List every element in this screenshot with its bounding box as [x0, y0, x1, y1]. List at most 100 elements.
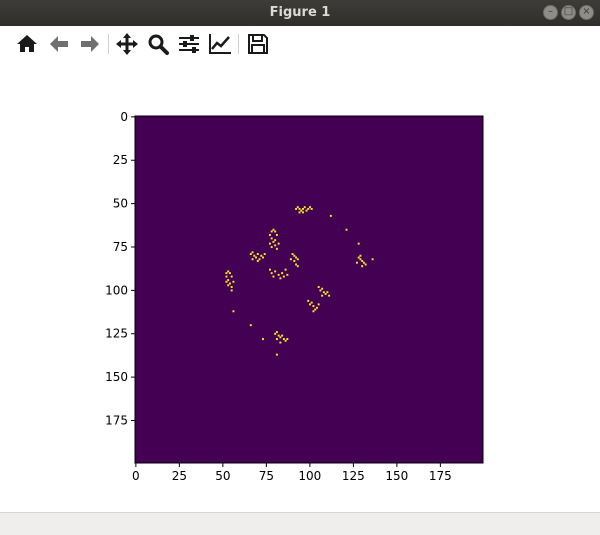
live-cell	[330, 215, 332, 217]
line-chart-icon	[207, 30, 233, 58]
live-cell	[358, 257, 360, 259]
live-cell	[285, 340, 287, 342]
live-cell	[231, 290, 233, 292]
y-tick-label: 100	[105, 283, 128, 297]
live-cell	[276, 331, 278, 333]
zoom-button[interactable]	[145, 30, 171, 58]
y-tick-label: 125	[105, 327, 128, 341]
live-cell	[257, 260, 259, 262]
floppy-disk-icon	[245, 30, 271, 58]
live-cell	[227, 284, 229, 286]
live-cell	[307, 300, 309, 302]
live-cell	[297, 265, 299, 267]
live-cell	[328, 295, 330, 297]
live-cell	[271, 246, 273, 248]
forward-button[interactable]	[77, 30, 103, 58]
home-button[interactable]	[14, 30, 40, 58]
y-tick-label: 150	[105, 370, 128, 384]
live-cell	[272, 241, 274, 243]
window-title: Figure 1	[0, 0, 600, 26]
live-cell	[227, 279, 229, 281]
live-cell	[281, 272, 283, 274]
live-cell	[297, 258, 299, 260]
live-cell	[276, 338, 278, 340]
live-cell	[269, 234, 271, 236]
live-cell	[259, 258, 261, 260]
live-cell	[295, 257, 297, 259]
live-cell	[361, 265, 363, 267]
live-cell	[346, 229, 348, 231]
x-tick-label: 50	[215, 469, 230, 483]
live-cell	[286, 338, 288, 340]
live-cell	[283, 338, 285, 340]
live-cell	[300, 210, 302, 212]
live-cell	[372, 258, 374, 260]
heatmap-background	[135, 116, 483, 463]
y-tick-label: 175	[105, 413, 128, 427]
live-cell	[225, 281, 227, 283]
live-cell	[279, 277, 281, 279]
live-cell	[356, 262, 358, 264]
x-axis: 0 25 50 75 100 125 150 175	[132, 463, 452, 483]
live-cell	[250, 324, 252, 326]
live-cell	[276, 354, 278, 356]
live-cell	[252, 258, 254, 260]
x-tick-label: 125	[342, 469, 365, 483]
pan-button[interactable]	[114, 30, 140, 58]
live-cell	[302, 211, 304, 213]
home-icon	[14, 30, 40, 58]
live-cell	[286, 274, 288, 276]
save-button[interactable]	[245, 30, 271, 58]
live-cell	[321, 288, 323, 290]
live-cell	[225, 272, 227, 274]
live-cell	[365, 263, 367, 265]
live-cell	[283, 276, 285, 278]
back-button[interactable]	[46, 30, 72, 58]
live-cell	[309, 206, 311, 208]
live-cell	[285, 269, 287, 271]
live-cell	[278, 274, 280, 276]
live-cell	[307, 208, 309, 210]
live-cell	[274, 231, 276, 233]
y-tick-label: 50	[113, 197, 128, 211]
live-cell	[262, 338, 264, 340]
move-icon	[114, 30, 140, 58]
live-cell	[274, 239, 276, 241]
edit-axes-button[interactable]	[207, 30, 233, 58]
live-cell	[319, 290, 321, 292]
heatmap-plot: 0 25 50 75 100 125 150 175 0 25 50 75 100 125 150 175	[0, 63, 600, 512]
toolbar-separator	[238, 34, 239, 54]
live-cell	[309, 303, 311, 305]
live-cell	[225, 276, 227, 278]
x-tick-label: 25	[172, 469, 187, 483]
live-cell	[318, 286, 320, 288]
live-cell	[297, 206, 299, 208]
maximize-button[interactable]: □	[561, 5, 576, 20]
close-button[interactable]: ×	[579, 5, 594, 20]
subplots-button[interactable]	[176, 30, 202, 58]
live-cell	[279, 336, 281, 338]
live-cell	[278, 243, 280, 245]
y-tick-label: 25	[113, 153, 128, 167]
window-titlebar: Figure 1 – □ ×	[0, 0, 600, 26]
live-cell	[229, 272, 231, 274]
live-cell	[272, 229, 274, 231]
live-cell	[274, 333, 276, 335]
minimize-icon: –	[544, 6, 557, 19]
live-cell	[290, 258, 292, 260]
live-cell	[318, 303, 320, 305]
live-cell	[278, 335, 280, 337]
figure-canvas[interactable]: 0 25 50 75 100 125 150 175 0 25 50 75 100 125 150 175	[0, 63, 600, 512]
live-cell	[250, 253, 252, 255]
minimize-button[interactable]: –	[543, 5, 558, 20]
live-cell	[312, 305, 314, 307]
live-cell	[262, 257, 264, 259]
live-cell	[271, 272, 273, 274]
y-axis: 0 25 50 75 100 125 150 175	[105, 110, 135, 428]
live-cell	[361, 260, 363, 262]
x-tick-label: 175	[429, 469, 452, 483]
live-cell	[304, 206, 306, 208]
live-cell	[274, 270, 276, 272]
live-cell	[269, 243, 271, 245]
live-cell	[272, 276, 274, 278]
